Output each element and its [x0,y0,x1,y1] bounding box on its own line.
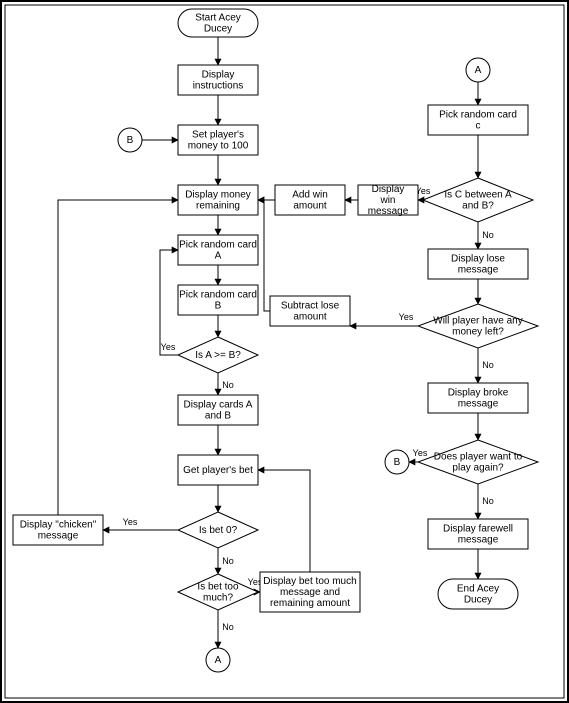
node-disp_win: Displaywinmessage [358,184,418,217]
node-conn_b_left: B [118,128,142,152]
svg-text:B: B [394,457,401,468]
node-disp_lose: Display losemessage [428,249,528,279]
svg-text:Is A >= B?: Is A >= B? [195,350,241,361]
node-bet_toomuch: Is bet toomuch? [178,574,258,610]
svg-text:Is bet 0?: Is bet 0? [199,525,238,536]
node-disp_farewell: Display farewellmessage [428,519,528,549]
node-disp_broke: Display brokemessage [428,383,528,413]
svg-text:Display losemessage: Display losemessage [451,254,505,276]
svg-text:Is bet toomuch?: Is bet toomuch? [197,582,239,604]
node-end: End AceyDucey [438,579,518,609]
flowchart: NoYesNoYesNoYesYesNoYesNoYesNoStart Acey… [0,0,569,703]
edge-label-bet_zero-disp_chicken: Yes [123,517,138,527]
svg-text:A: A [475,65,482,76]
node-add_win: Add winamount [275,185,345,215]
node-disp_ab: Display cards Aand B [178,395,258,425]
node-bet_zero: Is bet 0? [178,512,258,548]
node-a_ge_b: Is A >= B? [178,337,258,373]
node-disp_money: Display moneyremaining [178,185,258,215]
svg-text:B: B [127,135,134,146]
node-set_money: Set player'smoney to 100 [178,125,258,155]
edge-label-play_again-disp_farewell: No [482,496,494,506]
edge-label-money_left-sub_lose: Yes [399,312,414,322]
edge-disp_chicken-disp_money [58,200,178,515]
node-start: Start AceyDucey [178,9,258,37]
node-money_left: Will player have anymoney left? [418,304,538,348]
edge-label-c_between-disp_lose: No [482,230,494,240]
edge-sub_lose-disp_money [258,200,270,311]
edge-label-a_ge_b-pick_a: Yes [161,342,176,352]
edge-label-play_again-conn_b_right: Yes [413,448,428,458]
node-pick_b: Pick random cardB [178,285,258,315]
node-pick_c: Pick random cardc [428,105,528,135]
node-c_between: Is C between Aand B? [423,178,533,222]
svg-text:Add winamount: Add winamount [292,190,328,212]
svg-text:Set player'smoney to 100: Set player'smoney to 100 [188,130,249,152]
edge-label-bet_toomuch-conn_a_bot: No [222,622,234,632]
node-conn_b_right: B [385,450,409,474]
node-disp_toomuch: Display bet too muchmessage andremaining… [260,572,360,612]
node-sub_lose: Subtract loseamount [270,296,350,326]
edge-disp_toomuch-get_bet [258,470,310,572]
edge-a_ge_b-pick_a [160,250,178,355]
svg-text:A: A [215,655,222,666]
edge-label-a_ge_b-disp_ab: No [222,380,234,390]
edge-label-bet_zero-bet_toomuch: No [222,556,234,566]
node-conn_a_top: A [466,58,490,82]
edge-label-money_left-disp_broke: No [482,360,494,370]
node-play_again: Does player want toplay again? [418,440,538,484]
node-conn_a_bot: A [206,648,230,672]
svg-text:Get player's bet: Get player's bet [183,465,253,476]
node-pick_a: Pick random cardA [178,235,258,265]
node-disp_instr: Displayinstructions [178,65,258,95]
node-get_bet: Get player's bet [178,455,258,485]
node-disp_chicken: Display "chicken"message [13,515,103,545]
